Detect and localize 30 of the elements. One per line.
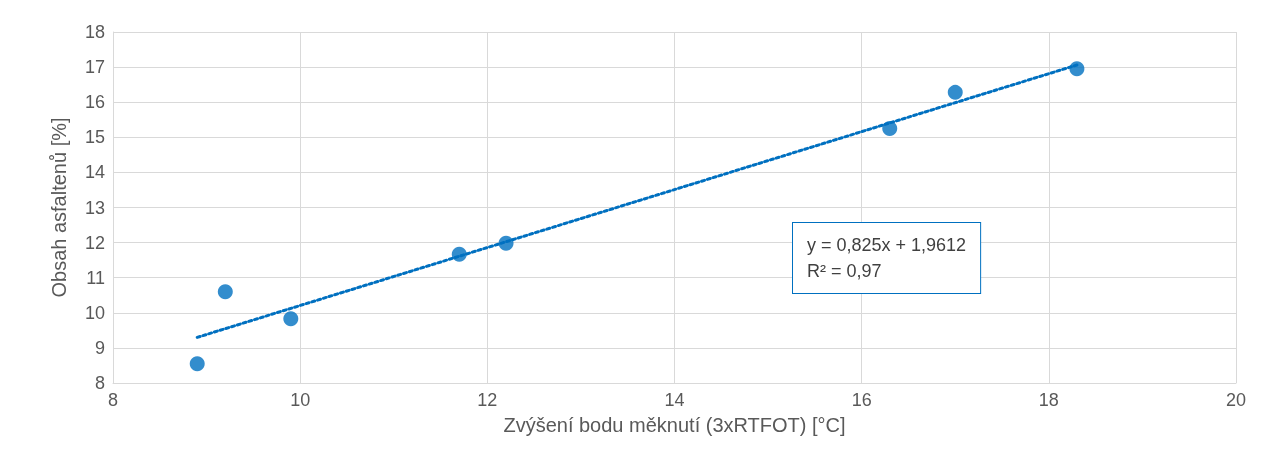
x-tick-label: 20	[1225, 390, 1247, 410]
point	[189, 356, 205, 372]
y-tick-label: 10	[84, 302, 105, 323]
y-tick-label: 11	[86, 267, 105, 288]
y-tick-label: 16	[84, 92, 105, 113]
y-tick-label: 14	[84, 162, 105, 183]
y-tick-label: 8	[94, 373, 105, 393]
point	[882, 121, 898, 137]
y-tick-label: 13	[84, 197, 105, 218]
x-tick-label: 18	[1038, 390, 1059, 410]
x-tick-label: 8	[107, 390, 119, 410]
x-tick-label: 16	[851, 390, 872, 410]
y-tick-label: 9	[94, 337, 105, 358]
point	[947, 84, 963, 100]
annotation: y = 0,825x + 1,9612	[807, 235, 967, 255]
y-tick-label: 17	[84, 57, 105, 78]
point	[283, 311, 299, 327]
x-tick-label: 14	[664, 390, 685, 410]
y-tick-label: 18	[84, 22, 105, 42]
y-tick-label: 12	[84, 232, 105, 253]
point	[1069, 61, 1085, 77]
x-tick-label: 12	[477, 390, 498, 410]
point	[451, 246, 467, 262]
point	[217, 284, 233, 300]
point	[498, 235, 514, 251]
x-axis-title: Zvýšení bodu měknutí (3xRTFOT) [°C]	[503, 414, 846, 436]
annotation: R² = 0,97	[807, 261, 882, 281]
x-tick-label: 10	[290, 390, 311, 410]
y-tick-label: 15	[84, 127, 105, 148]
y-axis-title: Obsah asfaltenů [%]	[48, 117, 70, 298]
